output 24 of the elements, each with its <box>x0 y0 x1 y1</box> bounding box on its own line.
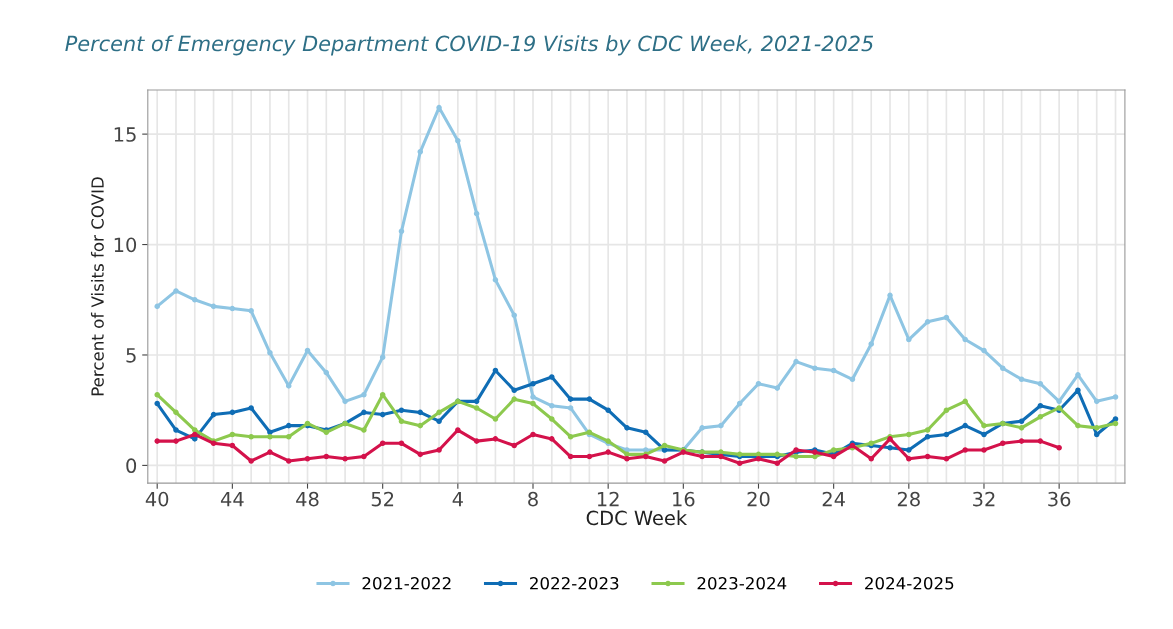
chart-title: Percent of Emergency Department COVID-19 Visits by CDC Week, 2021-2025 <box>65 35 874 56</box>
y-tick-label: 10 <box>114 237 137 253</box>
x-tick-label: 12 <box>597 491 619 507</box>
y-tick-label: 0 <box>126 458 137 474</box>
x-axis-title: CDC Week <box>586 510 688 526</box>
x-tick-label: 48 <box>296 491 319 507</box>
y-tick-label: 15 <box>114 127 136 142</box>
legend-label: 2023-2024 <box>697 576 787 590</box>
x-tick-label: 28 <box>897 491 920 507</box>
x-tick-label: 44 <box>220 492 244 507</box>
x-tick-label: 8 <box>528 491 538 507</box>
x-tick-label: 4 <box>452 492 463 507</box>
x-tick-label: 32 <box>973 491 995 507</box>
x-tick-label: 16 <box>673 491 695 507</box>
legend-label: 2024-2025 <box>865 576 954 590</box>
x-tick-label: 52 <box>371 491 394 507</box>
x-tick-label: 36 <box>1048 491 1071 507</box>
y-tick-label: 5 <box>126 348 136 363</box>
x-tick-label: 20 <box>747 491 770 507</box>
legend-label: 2021-2022 <box>362 576 451 590</box>
legend-label: 2022-2023 <box>530 576 619 590</box>
y-axis-title: Percent of Visits for COVID <box>90 177 104 396</box>
x-tick-label: 40 <box>145 491 169 507</box>
x-tick-label: 24 <box>822 491 845 507</box>
